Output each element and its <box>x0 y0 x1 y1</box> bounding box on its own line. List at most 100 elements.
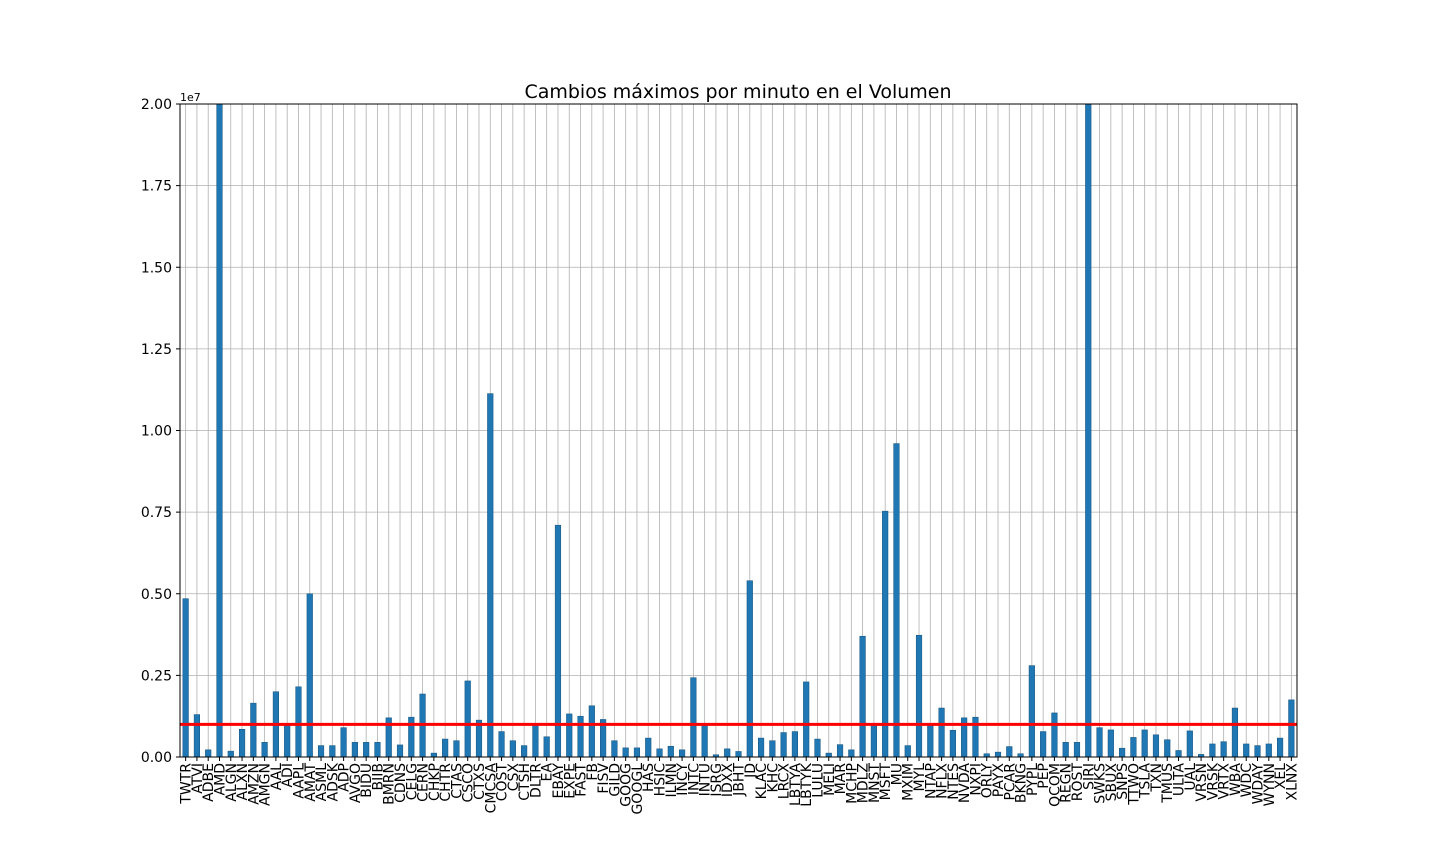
x-tick-label: PYPL <box>1025 763 1041 796</box>
x-tick-label: WDC <box>1239 763 1255 798</box>
x-tick-label: CSCO <box>461 763 477 802</box>
bar-ea <box>543 736 550 758</box>
bar-bidu <box>363 742 370 758</box>
bar-expe <box>566 713 573 758</box>
x-tick-label: FB <box>585 763 601 781</box>
x-tick-label: MSFT <box>878 763 894 801</box>
y-tick-label: 1.50 <box>141 260 172 276</box>
x-tick-label: AMGN <box>258 763 274 806</box>
bar-xlnx <box>1288 699 1295 758</box>
x-tick-label: ORLY <box>980 763 996 799</box>
x-tick-label: ULTA <box>1172 763 1188 797</box>
x-tick-label: PCAR <box>1002 763 1018 801</box>
bar-amzn <box>250 702 257 758</box>
x-tick-label: KLAC <box>754 763 770 800</box>
bar-pcar <box>1006 746 1013 758</box>
bar-ebay <box>554 524 562 758</box>
bar-wba <box>1231 707 1239 758</box>
bar-klac <box>757 737 765 758</box>
bar-asml <box>317 745 325 758</box>
bar-ttwo <box>1130 737 1137 758</box>
x-tick-label: TTWO <box>1126 763 1142 806</box>
y-tick-label: 1.00 <box>141 424 172 440</box>
bar-lbtya <box>791 731 798 758</box>
x-tick-label: MXIM <box>901 763 917 801</box>
x-tick-label: JBHT <box>732 763 748 797</box>
bar-cdns <box>396 744 404 758</box>
x-tick-label: INTU <box>698 763 714 796</box>
x-tick-label: HAS <box>641 763 657 792</box>
x-tick-label: SIRI <box>1081 763 1097 790</box>
x-tick-label: AMD <box>212 763 228 795</box>
x-tick-label: TXN <box>1149 763 1165 793</box>
bar-snps <box>1119 747 1126 758</box>
x-tick-label: ADBE <box>201 763 217 802</box>
bar-wynn <box>1265 743 1272 758</box>
x-tick-label: SNPS <box>1115 763 1131 800</box>
chart-title: Cambios máximos por minuto en el Volumen <box>524 81 951 103</box>
bar-cost <box>498 731 505 758</box>
bar-chkp <box>430 752 437 758</box>
x-tick-label: CTXS <box>472 763 488 800</box>
x-tick-label: BIDU <box>359 763 375 798</box>
x-tick-label: TWTR <box>179 763 195 805</box>
bar-nflx <box>938 707 945 758</box>
x-tick-label: NFLX <box>935 763 951 799</box>
x-tick-label: COST <box>495 763 511 802</box>
bar-lrcx <box>780 732 787 758</box>
x-tick-label: VRSN <box>1194 763 1210 802</box>
x-tick-label: FAST <box>574 763 590 797</box>
x-tick-label: EBAY <box>551 763 567 799</box>
y-tick-label: 2.00 <box>141 97 172 113</box>
bar-mchp <box>848 749 855 758</box>
x-tick-label: MYL <box>912 763 928 792</box>
x-tick-label: HSIC <box>653 763 669 797</box>
bar-amgn <box>261 742 268 758</box>
y-tick-label: 0.50 <box>141 587 172 603</box>
bar-amat <box>306 593 313 758</box>
bar-twtr <box>182 598 189 758</box>
bar-intc <box>690 677 697 758</box>
x-tick-label: LRCX <box>777 763 793 800</box>
bar-wday <box>1254 745 1261 758</box>
bar-ilmn <box>667 745 674 758</box>
bar-gild <box>611 740 618 758</box>
bar-mu <box>893 443 900 758</box>
x-tick-label: TMUS <box>1160 763 1176 804</box>
x-tick-label: SBUX <box>1104 763 1120 802</box>
bar-tsla <box>1141 729 1148 758</box>
x-tick-label: INTC <box>686 763 702 795</box>
bar-mar <box>836 744 844 758</box>
bar-csco <box>464 680 471 758</box>
bar-wdc <box>1243 743 1250 758</box>
bar-pep <box>1040 731 1047 758</box>
bar-mxim <box>904 745 911 758</box>
bar-aapl <box>295 686 302 758</box>
x-tick-label: CSX <box>506 763 522 792</box>
x-tick-label: GOOG <box>619 763 635 807</box>
x-tick-label: SWKS <box>1093 763 1109 804</box>
bar-jd <box>746 580 753 758</box>
bar-adi <box>284 724 291 758</box>
x-axis-ticks: TWTRATVIADBEAMDALGNALXNAMZNAMGNAALADIAAP… <box>179 757 1300 815</box>
bar-mnst <box>870 724 877 758</box>
bar-qcom <box>1051 712 1058 758</box>
x-tick-label: ALGN <box>224 763 240 802</box>
bar-regn <box>1062 742 1069 758</box>
bar-fb <box>588 705 595 758</box>
x-tick-label: AVGO <box>348 763 364 803</box>
x-tick-label: MNST <box>867 763 883 803</box>
bar-lbtyk <box>803 681 810 758</box>
x-tick-label: WYNN <box>1262 763 1278 806</box>
bar-ctsh <box>521 745 528 758</box>
x-tick-label: ROST <box>1070 763 1086 802</box>
bar-siri <box>1085 103 1092 758</box>
bar-fast <box>577 715 584 758</box>
y-axis-offset-label: 1e7 <box>180 91 201 104</box>
bar-alxn <box>238 728 246 758</box>
bar-meli <box>825 752 832 758</box>
x-tick-label: PAYX <box>991 763 1007 798</box>
x-tick-label: REGN <box>1059 763 1075 803</box>
